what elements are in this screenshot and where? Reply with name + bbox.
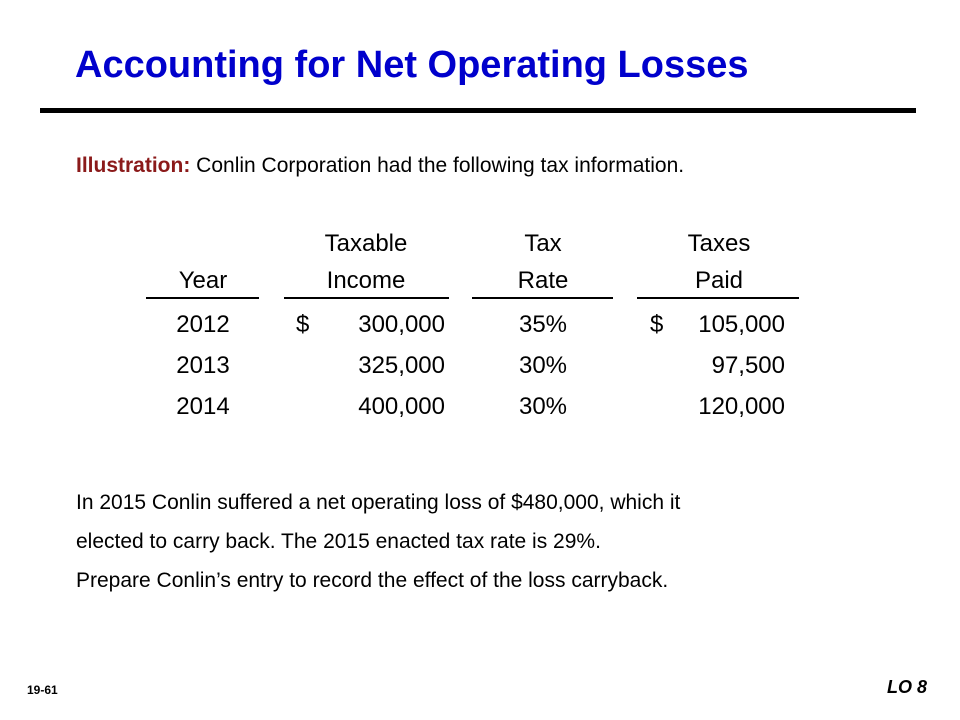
illustration-text: Conlin Corporation had the following tax… [190,154,685,177]
header-rate-line1: Tax [524,230,562,257]
header-paid-line1: Taxes [687,230,751,257]
row-year: 2012 [176,311,230,338]
slide-number: 19-61 [27,683,58,697]
header-paid-line2: Paid [694,267,744,294]
year-header-underline [146,297,259,299]
row-rate: 35% [518,311,568,338]
paragraph-line: In 2015 Conlin suffered a net operating … [76,491,681,514]
header-income-line1: Taxable [324,230,408,257]
header-rate-line2: Rate [517,267,569,294]
slide-title: Accounting for Net Operating Losses [75,44,749,86]
paragraph-line: Prepare Conlin’s entry to record the eff… [76,569,669,592]
row-paid: 105,000 [698,311,785,338]
title-divider [40,108,916,113]
row-year: 2014 [176,393,230,420]
problem-paragraph: In 2015 Conlin suffered a net operating … [76,483,896,600]
paragraph-line: elected to carry back. The 2015 enacted … [76,530,601,553]
row-income-prefix: $ [296,311,310,338]
income-header-underline [284,297,449,299]
row-rate: 30% [518,393,568,420]
illustration-intro: Illustration: Conlin Corporation had the… [76,154,684,178]
row-income: 400,000 [358,393,445,420]
rate-header-underline [472,297,613,299]
row-paid: 120,000 [698,393,785,420]
learning-objective-label: LO 8 [887,677,928,697]
row-rate: 30% [518,352,568,379]
row-year: 2013 [176,352,230,379]
row-income: 300,000 [358,311,445,338]
row-income: 325,000 [358,352,445,379]
row-paid: 97,500 [711,352,785,379]
header-year: Year [178,267,228,294]
illustration-label: Illustration: [76,154,191,177]
paid-header-underline [637,297,799,299]
row-paid-prefix: $ [650,311,664,338]
header-income-line2: Income [326,267,406,294]
